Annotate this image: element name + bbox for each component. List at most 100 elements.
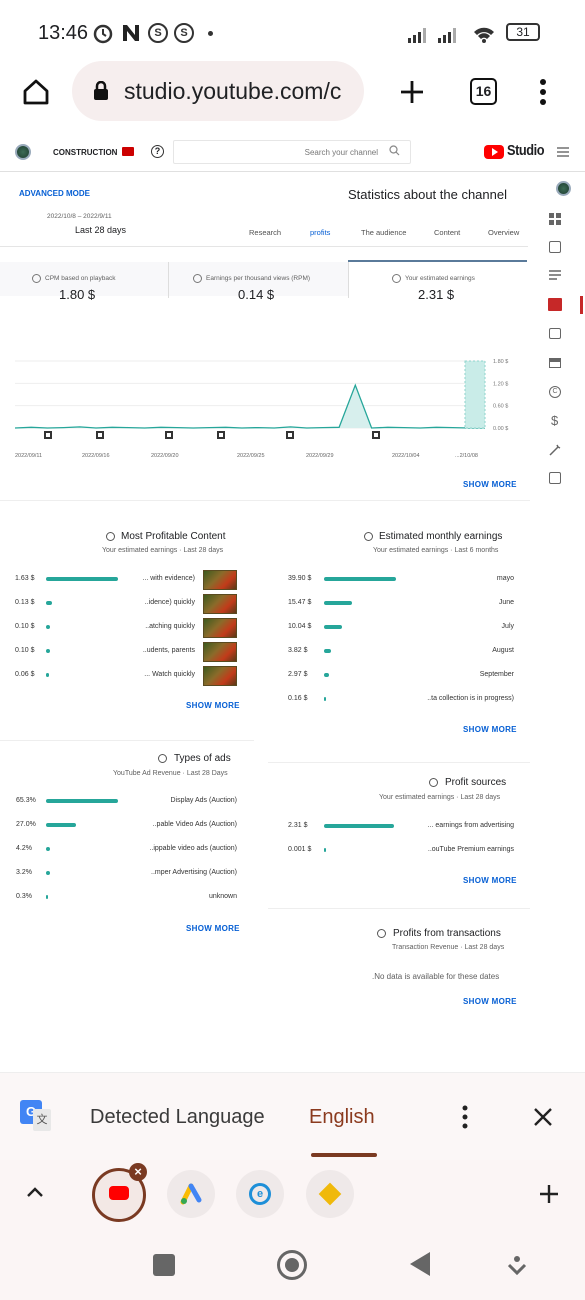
chevron-up-icon[interactable] [26, 1186, 44, 1198]
selected-language-indicator [311, 1153, 377, 1157]
tab-content[interactable]: Content [434, 228, 461, 237]
x-tick-label: 2022/09/11 [15, 453, 42, 459]
no-data-message: .No data is available for these dates [372, 972, 500, 981]
search-icon[interactable] [389, 145, 400, 156]
monthly-earnings-show-more[interactable]: SHOW MORE [463, 725, 517, 734]
channel-search-input[interactable]: Search your channel [173, 140, 411, 164]
status-bar: 13:46 S S 31 [0, 0, 585, 62]
channel-name[interactable]: CONSTRUCTION [53, 148, 118, 157]
x-tick-label: 2022/09/20 [151, 453, 179, 459]
ad-type-row[interactable]: 3.2% ..mper Advertising (Auction) [16, 867, 237, 881]
profitable-video-row[interactable]: 0.10 $ ..atching quickly [15, 618, 237, 638]
row-bar [46, 799, 118, 803]
channel-avatar[interactable] [15, 144, 31, 160]
profitable-video-row[interactable]: 1.63 $ ... with evidence) [15, 570, 237, 590]
ad-type-row[interactable]: 27.0% ..pable Video Ads (Auction) [16, 819, 237, 833]
youtube-logo-icon[interactable] [484, 145, 504, 159]
customization-icon[interactable] [548, 443, 562, 457]
profitable-video-row[interactable]: 0.13 $ ..idence) quickly [15, 594, 237, 614]
row-bar [46, 871, 50, 875]
month-row[interactable]: 0.16 $ ..ta collection is in progress) [288, 693, 514, 707]
chart-show-more-link[interactable]: SHOW MORE [463, 480, 517, 489]
ads-tab-button[interactable] [167, 1170, 215, 1218]
earn-icon[interactable]: $ [551, 413, 559, 428]
row-label: unknown [208, 893, 237, 900]
profitable-video-row[interactable]: 0.06 $ ... Watch quickly [15, 666, 237, 686]
section-divider [0, 740, 254, 741]
home-button-icon[interactable] [277, 1250, 307, 1280]
english-language-option[interactable]: English [309, 1106, 375, 1128]
help-icon[interactable]: ? [151, 145, 164, 158]
playlists-icon[interactable] [549, 270, 561, 280]
month-row[interactable]: 15.47 $ June [288, 597, 514, 611]
browser-e-icon: e [249, 1183, 271, 1205]
copyright-icon[interactable]: C [549, 386, 561, 398]
month-row[interactable]: 39.90 $ mayo [288, 573, 514, 587]
battery-level: 31 [516, 25, 530, 39]
studio-brand[interactable]: Studio [507, 142, 545, 159]
advanced-mode-link[interactable]: ADVANCED MODE [19, 189, 90, 198]
card-subtitle: Transaction Revenue · Last 28 days [392, 944, 505, 951]
browser-menu-icon[interactable] [538, 78, 548, 106]
video-thumbnail[interactable] [203, 594, 237, 614]
tab-overview[interactable]: Overview [488, 228, 520, 237]
url-text[interactable]: studio.youtube.com/c [124, 78, 342, 104]
chart-line [14, 383, 485, 429]
date-range[interactable]: 2022/10/8 – 2022/9/11 [47, 213, 112, 220]
video-thumbnail[interactable] [203, 618, 237, 638]
back-button-icon[interactable] [409, 1251, 431, 1277]
recents-button-icon[interactable] [153, 1254, 175, 1276]
tab-audience[interactable]: The audience [361, 228, 407, 237]
ad-type-row[interactable]: 65.3% Display Ads (Auction) [16, 795, 237, 809]
analytics-icon[interactable] [548, 298, 562, 311]
new-tab-icon[interactable] [399, 79, 425, 105]
assistant-button-icon[interactable] [507, 1255, 527, 1275]
audio-library-icon[interactable] [549, 472, 561, 484]
date-period[interactable]: Last 28 days [75, 225, 127, 235]
most-profitable-show-more[interactable]: SHOW MORE [186, 701, 240, 710]
video-marker-thumb [288, 433, 292, 437]
translate-menu-icon[interactable] [461, 1105, 469, 1129]
tab-profits[interactable]: profits [310, 228, 331, 237]
tab-switcher-button[interactable]: 16 [470, 78, 497, 105]
month-row[interactable]: 3.82 $ August [288, 645, 514, 659]
video-thumbnail[interactable] [203, 642, 237, 662]
profit-source-row[interactable]: 2.31 $ ... earnings from advertising [288, 820, 514, 834]
video-thumbnail[interactable] [203, 570, 237, 590]
notification-icons: S S [92, 22, 213, 44]
add-tab-icon[interactable] [538, 1183, 560, 1205]
tab-research[interactable]: Research [249, 228, 282, 237]
month-row[interactable]: 2.97 $ September [288, 669, 514, 683]
earnings-chart[interactable]: 1.80 $ 1.20 $ 0.60 $ 0.00 $ 2022/09/11 2022/… [0, 345, 530, 465]
month-row[interactable]: 10.04 $ July [288, 621, 514, 635]
hamburger-menu-icon[interactable] [557, 147, 569, 157]
dashboard-icon[interactable] [549, 213, 561, 225]
home-icon[interactable] [22, 78, 50, 106]
info-icon [106, 532, 115, 541]
card-subtitle: YouTube Ad Revenue · Last 28 Days [113, 770, 228, 777]
chart-grid [15, 360, 485, 429]
detected-language-option[interactable]: Detected Language [90, 1106, 265, 1128]
card-title: Most Profitable Content [121, 531, 226, 542]
comments-icon[interactable] [549, 328, 561, 339]
content-icon[interactable] [549, 241, 561, 253]
profit-source-row[interactable]: 0.001 $ ..ouTube Premium earnings [288, 844, 514, 858]
ad-type-row[interactable]: 0.3% unknown [16, 891, 237, 905]
ad-types-show-more[interactable]: SHOW MORE [186, 924, 240, 933]
active-rail-indicator [580, 296, 583, 314]
metric-label: Earnings per thousand views (RPM) [206, 275, 311, 282]
metric-value: 1.80 $ [59, 287, 96, 302]
subtitles-icon[interactable] [549, 358, 561, 368]
profitable-video-row[interactable]: 0.10 $ ..udents, parents [15, 642, 237, 662]
y-tick-label: 0.60 $ [493, 404, 508, 410]
address-bar[interactable] [72, 61, 364, 121]
rail-avatar[interactable] [556, 181, 571, 196]
video-marker-thumb [167, 433, 171, 437]
camera-icon[interactable] [122, 147, 134, 156]
video-thumbnail[interactable] [203, 666, 237, 686]
close-tab-icon[interactable]: × [129, 1163, 147, 1181]
close-translate-icon[interactable] [533, 1107, 553, 1127]
ad-type-row[interactable]: 4.2% ..ippable video ads (auction) [16, 843, 237, 857]
profit-sources-show-more[interactable]: SHOW MORE [463, 876, 517, 885]
transactions-show-more[interactable]: SHOW MORE [463, 997, 517, 1006]
